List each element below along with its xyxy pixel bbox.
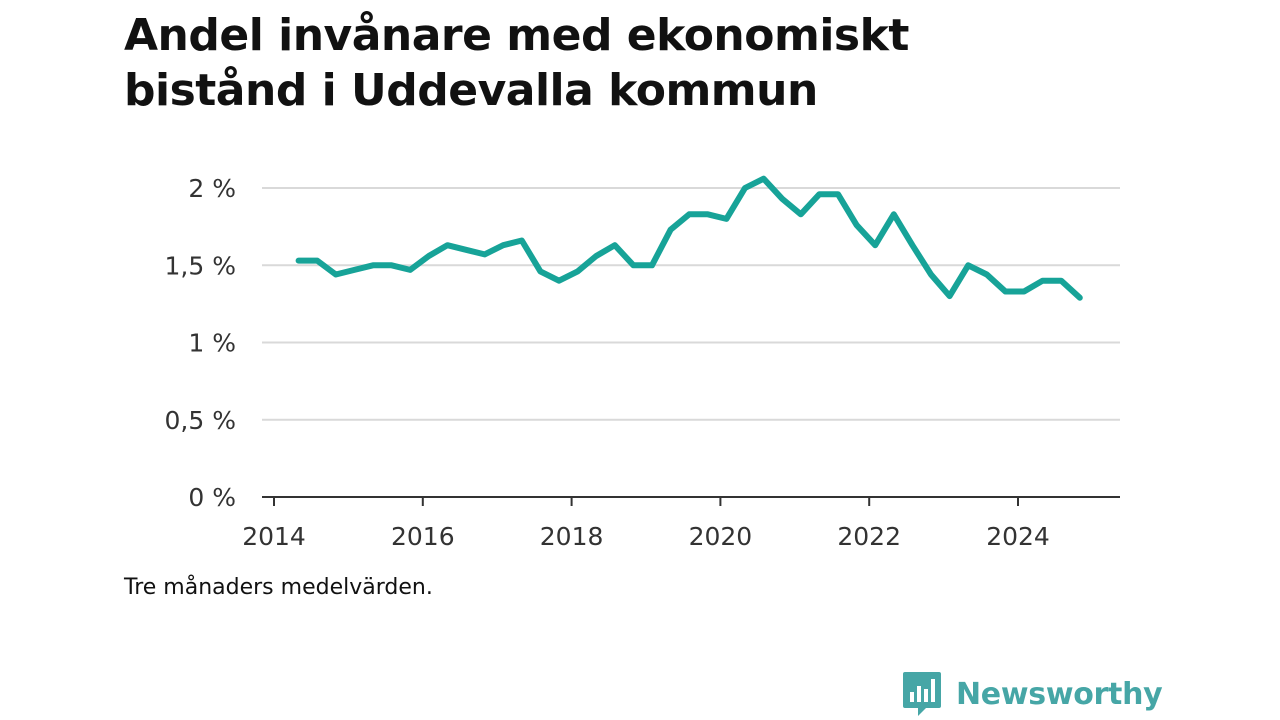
series-line-0 <box>295 175 1083 301</box>
y-tick-label-2: 1 % <box>188 329 236 358</box>
x-tick-label-5: 2024 <box>986 522 1050 551</box>
newsworthy-logo-icon <box>903 672 941 716</box>
chart-title-line-2: bistånd i Uddevalla kommun <box>124 65 818 116</box>
x-tick-label-0: 2014 <box>242 522 306 551</box>
x-tick-label-3: 2020 <box>689 522 753 551</box>
y-tick-label-0: 0 % <box>188 483 236 512</box>
brand-name: Newsworthy <box>956 676 1163 712</box>
brand: Newsworthy <box>902 670 1163 718</box>
x-tick-label-4: 2022 <box>837 522 901 551</box>
x-tick-label-2: 2018 <box>540 522 604 551</box>
gridlines <box>262 187 1120 421</box>
footnote: Tre månaders medelvärden. <box>124 575 433 600</box>
x-tick-label-1: 2016 <box>391 522 455 551</box>
y-axis-tick-labels: 0 % 0,5 % 1 % 1,5 % 2 % <box>165 174 236 512</box>
chart-title: Andel invånare med ekonomiskt bistånd i … <box>124 8 1124 118</box>
y-tick-label-1: 0,5 % <box>165 406 236 435</box>
chart-title-line-1: Andel invånare med ekonomiskt <box>124 10 909 61</box>
y-tick-label-3: 1,5 % <box>165 251 236 280</box>
x-axis: 2014 2016 2018 2020 2022 2024 <box>242 496 1120 551</box>
series-layer <box>295 175 1083 301</box>
y-tick-label-4: 2 % <box>188 174 236 203</box>
